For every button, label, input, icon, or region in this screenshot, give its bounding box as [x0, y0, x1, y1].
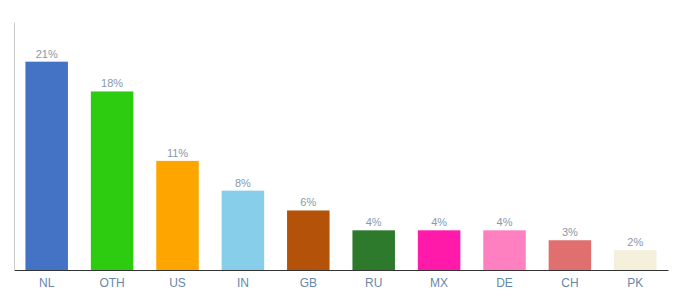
x-tick-label: GB: [300, 276, 317, 290]
bar: [352, 230, 395, 270]
bar: [91, 91, 134, 270]
data-label: 4%: [497, 216, 513, 228]
x-tick: IN: [237, 276, 249, 290]
chart: 21% 18% 11% 8% 6% 4% 4% 4% 3% 2% NL OTH US IN GB RU MX DE…: [0, 0, 680, 300]
bar: [418, 230, 461, 270]
x-tick: US: [169, 276, 186, 290]
data-label: 6%: [300, 196, 316, 208]
x-tick-label: MX: [430, 276, 448, 290]
data-label: 21%: [36, 48, 58, 60]
y-axis-line: [14, 23, 15, 271]
data-label: 3%: [562, 226, 578, 238]
x-tick: GB: [300, 276, 317, 290]
x-tick: OTH: [99, 276, 124, 290]
x-tick-label: DE: [496, 276, 513, 290]
data-labels: 21% 18% 11% 8% 6% 4% 4% 4% 3% 2%: [36, 48, 644, 248]
x-tick-label: CH: [561, 276, 578, 290]
x-tick-label: US: [169, 276, 186, 290]
x-tick-label: IN: [237, 276, 249, 290]
data-label: 18%: [101, 77, 123, 89]
bar: [483, 230, 526, 270]
x-tick-label: OTH: [99, 276, 124, 290]
y-axis: [14, 23, 15, 271]
plot: 21% 18% 11% 8% 6% 4% 4% 4% 3% 2% NL OTH US IN GB RU MX DE…: [15, 23, 669, 290]
bar: [614, 250, 657, 270]
x-tick: DE: [496, 276, 513, 290]
data-label: 4%: [431, 216, 447, 228]
data-label: 11%: [167, 147, 188, 159]
x-tick: RU: [365, 276, 382, 290]
x-tick: MX: [430, 276, 448, 290]
data-label: 2%: [627, 236, 643, 248]
x-tick: CH: [561, 276, 578, 290]
x-tick: PK: [627, 276, 643, 290]
bar: [156, 161, 199, 270]
bars: [25, 62, 656, 270]
bar: [25, 62, 68, 270]
data-label: 4%: [366, 216, 382, 228]
x-tick-label: PK: [627, 276, 643, 290]
bar: [549, 240, 592, 270]
data-label: 8%: [235, 177, 251, 189]
bar: [287, 210, 330, 270]
x-axis: NL OTH US IN GB RU MX DE CH PK: [15, 271, 669, 290]
x-tick-label: NL: [39, 276, 55, 290]
x-tick-label: RU: [365, 276, 382, 290]
x-tick: NL: [39, 276, 55, 290]
x-axis-line: [15, 270, 669, 271]
bar: [222, 191, 265, 270]
